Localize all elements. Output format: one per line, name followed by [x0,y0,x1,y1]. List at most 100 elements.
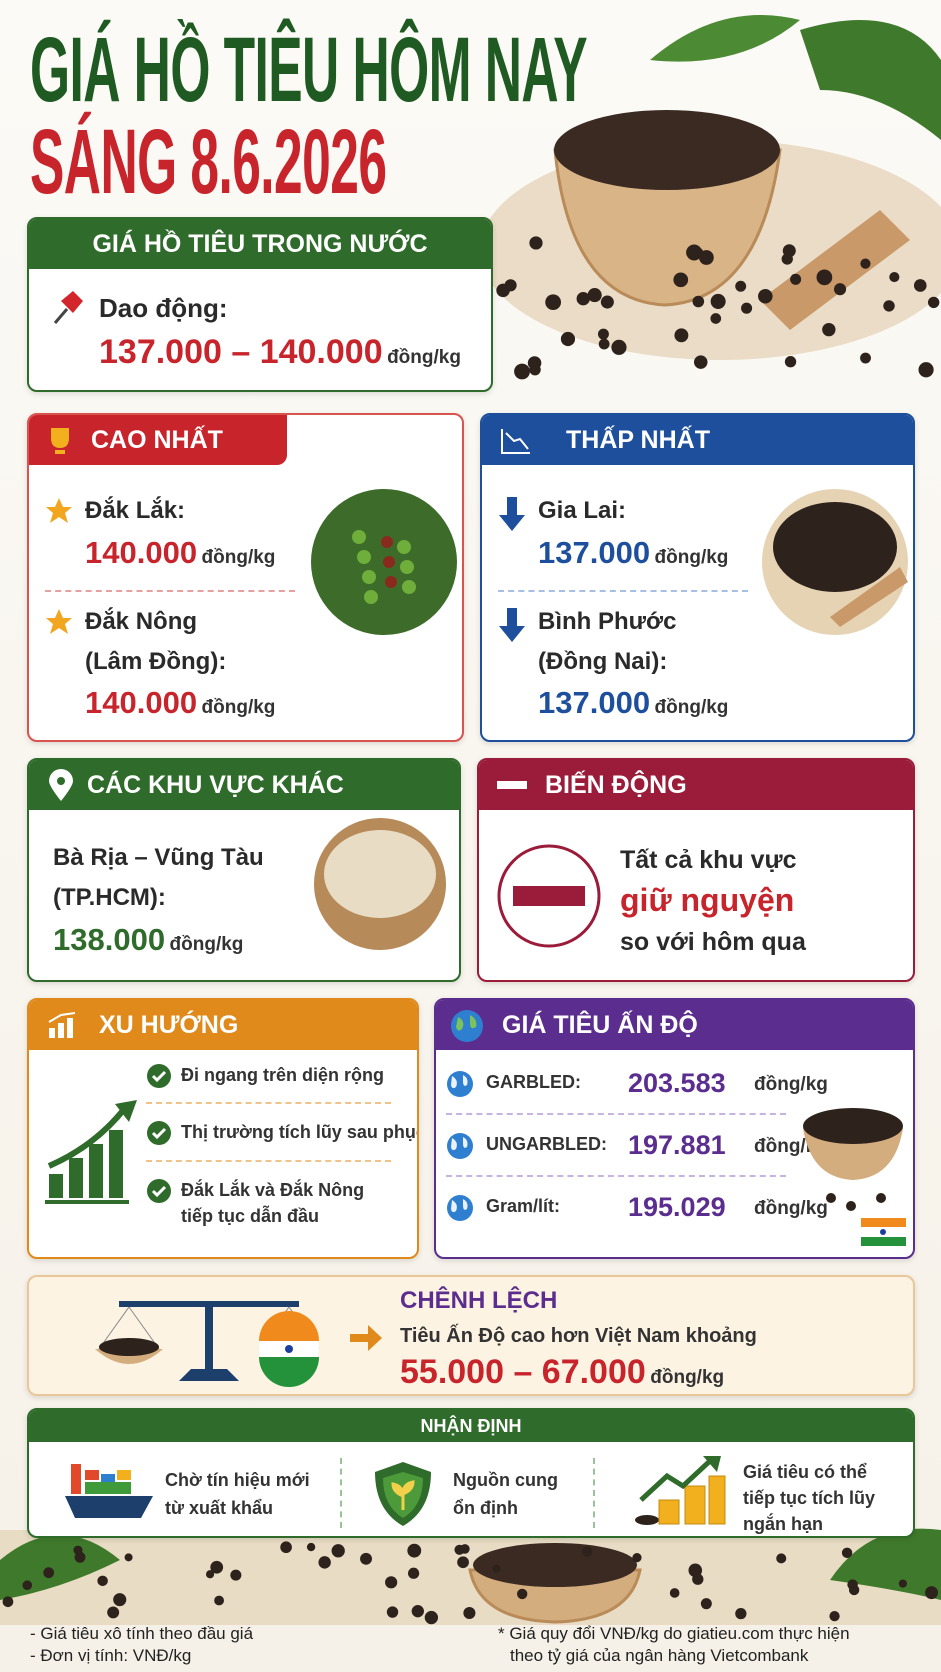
peppercorn [776,1553,787,1564]
india-unit: đồng/kg [754,1074,828,1095]
region: Bà Rịa – Vũng Tàu [53,844,264,871]
peppercorn [113,1593,127,1607]
peppercorn [692,1573,704,1585]
location-icon [49,769,73,801]
price: 140.000 [85,535,198,570]
peppercorn [686,244,703,261]
peppercorn [927,1589,937,1599]
assessment-item: Nguồn cung [453,1470,558,1490]
india-pepper-image [803,1108,906,1246]
divider [446,1175,786,1177]
peppercorn [463,1606,476,1620]
card-title: CAO NHẤT [91,426,223,454]
peppercorn [492,1564,501,1573]
label: Dao động: [99,293,228,323]
card-header: XU HƯỚNG [29,1000,417,1050]
difference-card: CHÊNH LỆCH Tiêu Ấn Độ cao hơn Việt Nam k… [27,1275,915,1396]
change-line: so với hôm qua [620,928,806,956]
price-line: 140.000 đồng/kg [85,685,275,721]
peppercorn [913,279,927,292]
unit: đồng/kg [654,697,729,718]
leaf [800,20,941,140]
region: Bình Phước [538,608,677,635]
leaf [650,15,800,62]
card-title: BIẾN ĐỘNG [545,771,687,799]
peppercorn [710,293,726,309]
minus-circle-icon [497,844,601,948]
region: (Đồng Nai): [538,648,668,675]
peppercorn [833,283,847,296]
peppercorn [693,355,708,369]
peppercorn [700,1598,712,1610]
peppercorn [529,363,541,376]
trophy-icon [51,428,69,454]
price-line: 138.000 đồng/kg [53,922,243,958]
price-line: 55.000 – 67.000 đồng/kg [400,1353,724,1392]
peppercorn [517,1588,528,1600]
peppercorn [411,1605,424,1618]
assessment-item: ổn định [453,1498,518,1518]
unit: đồng/kg [387,347,461,368]
peppercorn [918,362,934,378]
peppercorn [816,269,833,286]
scoop [760,210,910,330]
peppercorn [306,1542,316,1552]
domestic-card: GIÁ HỒ TIÊU TRONG NƯỚC Dao động: 137.000… [27,217,493,392]
peppercorn [735,1607,747,1620]
peppercorn [280,1541,292,1554]
peppercorn [407,1543,422,1558]
peppercorn [407,1567,420,1579]
india-label: UNGARBLED: [486,1134,607,1154]
peppercorn [597,328,609,340]
footer-note: - Giá tiêu xô tính theo đầu giá [30,1624,254,1643]
peppercorn [210,1560,224,1574]
peppercorn [860,352,871,364]
difference-title: CHÊNH LỆCH [400,1287,558,1314]
peppercorn [600,295,614,309]
peppercorn [898,1579,907,1588]
arrow-down-icon [499,497,525,531]
peppercorn [758,288,773,304]
price-line: 137.000 đồng/kg [538,535,728,571]
peppercorn [611,339,627,355]
peppercorn [781,253,793,265]
card-header: GIÁ TIÊU ẤN ĐỘ [436,1000,913,1050]
india-unit: đồng/kg [754,1198,828,1219]
peppercorn [710,313,722,324]
globe-icon [451,1010,483,1042]
price-line: 140.000 đồng/kg [85,535,275,571]
card-header: BIẾN ĐỘNG [479,760,913,810]
peppercorn [692,295,705,308]
price: 137.000 – 140.000 [99,333,383,371]
globe-icon [447,1133,473,1159]
india-price: 203.583 [628,1068,726,1098]
india-label: Gram/lít: [486,1196,561,1216]
peppercorn [22,1580,33,1591]
trend-icon [48,1012,76,1038]
peppercorn [560,331,576,347]
card-header: CÁC KHU VỰC KHÁC [29,760,459,810]
peppercorn [496,283,510,298]
leaf [830,1528,941,1600]
title: GIÁ HỒ TIÊU HÔM NAY [30,19,588,121]
arrow-icon [350,1325,382,1351]
card-title: THẤP NHẤT [566,426,710,454]
trend-item: Đắk Lắk và Đắk Nông [181,1180,365,1200]
unit: đồng/kg [201,697,276,718]
peppercorn [674,328,689,343]
price: 55.000 – 67.000 [400,1353,646,1391]
bowl [553,148,782,307]
ship-icon [65,1464,153,1518]
peppercorn [790,273,802,285]
card-title: NHẬN ĐỊNH [29,1410,913,1442]
divider [593,1458,595,1528]
pin-icon [53,291,83,324]
arrow-down-icon [499,608,525,642]
india-label: GARBLED: [486,1072,581,1092]
card-title: XU HƯỚNG [99,1011,239,1039]
price-line: 137.000 – 140.000 đồng/kg [99,333,461,372]
star-icon [46,609,72,634]
vine-image [311,489,457,635]
peppercorn [385,1576,398,1589]
